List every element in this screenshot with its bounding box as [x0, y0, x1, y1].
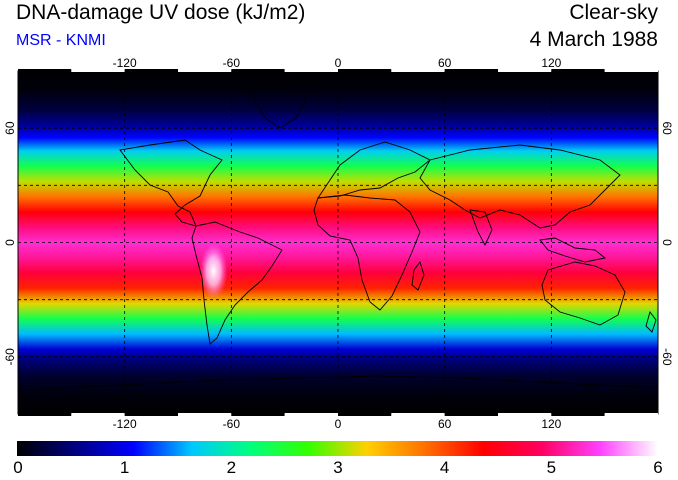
lon-tick-label: 120	[541, 417, 561, 431]
lat-tick-label: -60	[3, 348, 17, 366]
coastlines	[18, 79, 658, 391]
lat-tick-label: 0	[660, 239, 674, 246]
colorbar-tick-label: 5	[546, 458, 557, 477]
lon-tick-label: -60	[223, 56, 241, 70]
right-latitude-labels: 60 0 -60	[660, 121, 674, 365]
frame-bar	[604, 69, 658, 72]
lat-tick-label: 60	[3, 121, 17, 135]
frame-bar	[71, 69, 125, 72]
map-title: DNA-damage UV dose (kJ/m2)	[16, 1, 306, 24]
frame-bar	[551, 413, 605, 416]
frame-bar	[71, 413, 125, 416]
map-source: MSR - KNMI	[16, 32, 106, 49]
frame-bar	[18, 69, 72, 72]
frame-bar	[178, 413, 232, 416]
frame-bar	[338, 413, 392, 416]
frame-bar	[284, 69, 338, 72]
frame-bar	[498, 413, 552, 416]
frame-bar	[18, 413, 72, 416]
left-latitude-labels: 60 0 -60	[3, 121, 17, 365]
frame-bar	[178, 69, 232, 72]
frame-bar	[124, 413, 178, 416]
lon-tick-label: 0	[335, 56, 342, 70]
lon-tick-label: -60	[223, 417, 241, 431]
map-date: 4 March 1988	[529, 28, 658, 51]
andes-hotspot	[199, 243, 228, 300]
graticule	[18, 71, 658, 414]
frame-bar	[444, 413, 498, 416]
colorbar-tick-label: 0	[13, 458, 23, 477]
lon-tick-label: 120	[541, 56, 561, 70]
frame-degree-bars	[18, 69, 658, 416]
lon-tick-label: -120	[113, 417, 137, 431]
lon-tick-label: 0	[335, 417, 342, 431]
colorbar-tick-label: 4	[439, 458, 450, 477]
frame-bar	[391, 69, 445, 72]
frame-bar	[444, 69, 498, 72]
colorbar-tick-label: 1	[119, 458, 130, 477]
frame-bar	[338, 69, 392, 72]
frame-bar	[551, 69, 605, 72]
frame-bar	[604, 413, 658, 416]
lon-tick-label: 60	[438, 417, 452, 431]
frame-bar	[284, 413, 338, 416]
colorbar	[17, 441, 658, 456]
top-longitude-labels: -120 -60 0 60 120	[113, 56, 562, 70]
frame-bar	[124, 69, 178, 72]
bottom-longitude-labels: -120 -60 0 60 120	[113, 417, 562, 431]
lon-tick-label: -120	[113, 56, 137, 70]
lat-tick-label: -60	[660, 348, 674, 366]
lat-tick-label: 0	[3, 239, 17, 246]
colorbar-tick-label: 2	[226, 458, 237, 477]
frame-bar	[231, 69, 285, 72]
colorbar-tick-label: 3	[333, 458, 343, 477]
lat-tick-label: 60	[660, 121, 674, 135]
lon-tick-label: 60	[438, 56, 452, 70]
frame-bar	[498, 69, 552, 72]
frame-bar	[231, 413, 285, 416]
frame-bar	[391, 413, 445, 416]
sky-condition: Clear-sky	[569, 1, 658, 24]
colorbar-tick-label: 6	[653, 458, 663, 477]
